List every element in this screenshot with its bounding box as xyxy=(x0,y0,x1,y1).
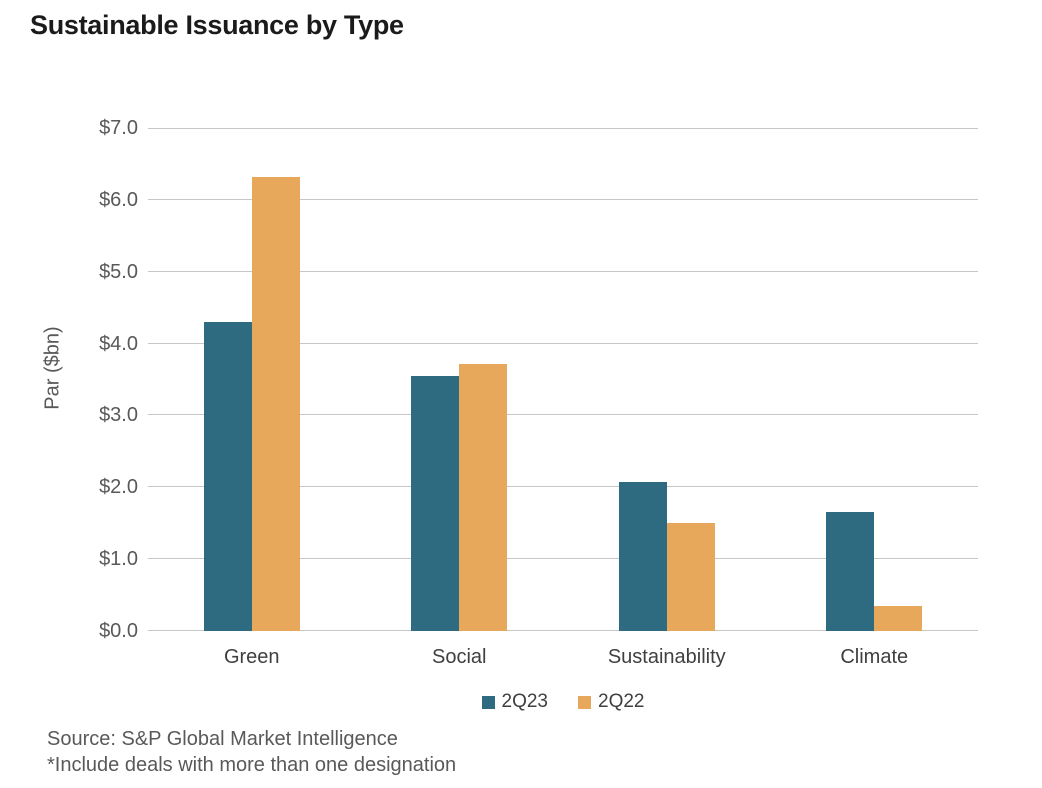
category-label: Social xyxy=(432,646,487,668)
legend-label: 2Q22 xyxy=(598,691,645,712)
bar-2q23 xyxy=(411,375,460,631)
gridline xyxy=(148,630,978,631)
y-tick-label: $6.0 xyxy=(99,188,138,211)
y-tick-label: $0.0 xyxy=(99,620,138,642)
y-tick-label: $3.0 xyxy=(99,404,138,427)
bar-2q23 xyxy=(826,511,875,631)
legend-swatch-2q23 xyxy=(481,695,495,709)
legend-item-2q23: 2Q23 xyxy=(481,691,548,713)
bar-2q22 xyxy=(251,176,300,631)
source-text: Source: S&P Global Market Intelligence xyxy=(47,728,398,750)
gridline xyxy=(148,486,978,488)
y-tick-label: $2.0 xyxy=(99,476,138,499)
gridline xyxy=(148,128,978,129)
legend-swatch-2q22 xyxy=(578,695,591,709)
bar-2q23 xyxy=(203,322,252,631)
legend: 2Q23 2Q22 xyxy=(148,691,978,713)
footnote-text: *Include deals with more than one design… xyxy=(47,754,457,776)
category-label: Climate xyxy=(840,646,909,668)
chart-title: Sustainable Issuance by Type xyxy=(30,10,404,40)
plot-area xyxy=(148,128,978,631)
legend-label: 2Q23 xyxy=(501,691,548,712)
y-tick-label: $5.0 xyxy=(99,260,138,283)
x-axis-category-labels: Green Social Sustainability Climate xyxy=(148,646,978,670)
gridline xyxy=(148,198,978,200)
y-tick-label: $7.0 xyxy=(99,117,138,139)
gridline xyxy=(148,414,978,416)
y-tick-label: $1.0 xyxy=(99,548,138,571)
gridline xyxy=(148,342,978,344)
bar-2q22 xyxy=(459,363,508,631)
category-label: Green xyxy=(223,646,280,668)
gridline xyxy=(148,558,978,560)
bar-2q22 xyxy=(874,605,923,631)
category-label: Sustainability xyxy=(607,646,726,668)
bar-2q23 xyxy=(618,481,667,631)
y-tick-label: $4.0 xyxy=(99,332,138,355)
gridline xyxy=(148,270,978,272)
footer: Source: S&P Global Market Intelligence *… xyxy=(47,726,456,778)
legend-item-2q22: 2Q22 xyxy=(578,691,644,713)
bar-2q22 xyxy=(666,523,715,631)
